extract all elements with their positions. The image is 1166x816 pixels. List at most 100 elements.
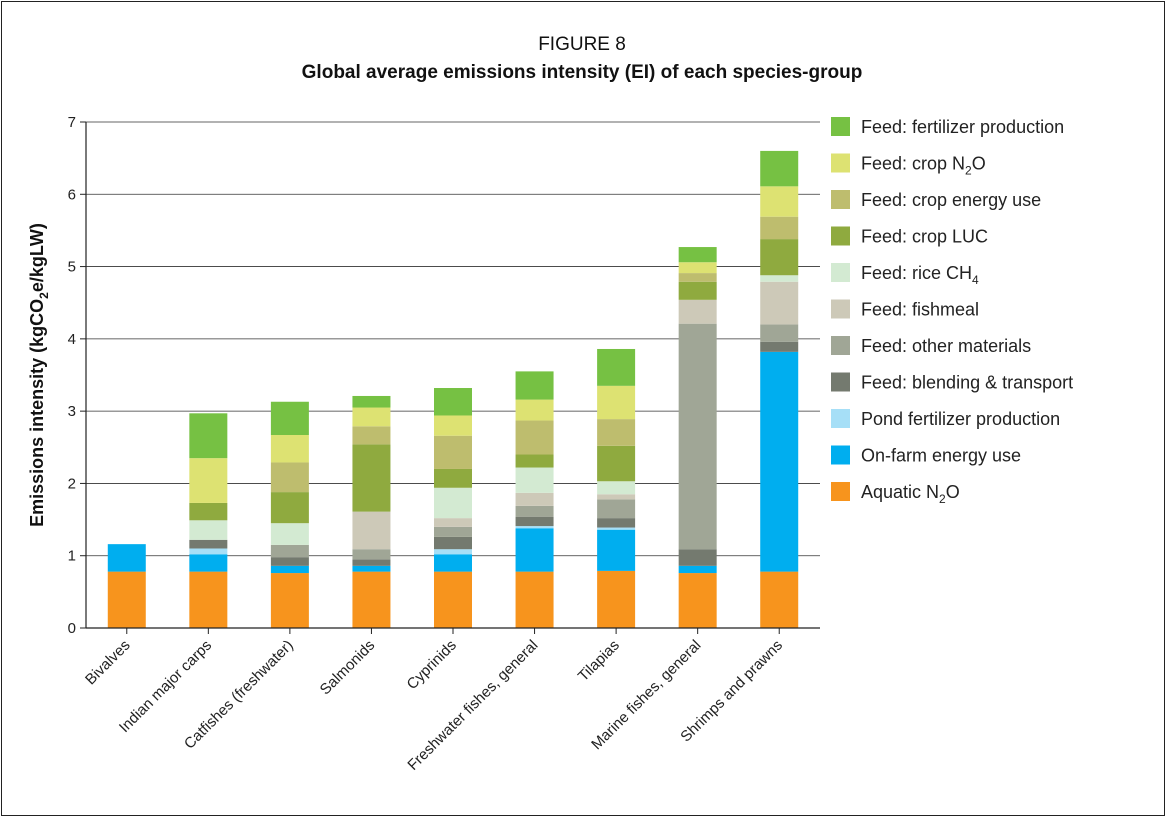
bar-segment	[597, 445, 636, 482]
bar-segment	[678, 273, 717, 282]
bar-segment	[352, 571, 391, 628]
bar-segment	[760, 150, 799, 187]
bar-segment	[352, 511, 391, 550]
bar-segment	[189, 571, 228, 628]
bar-segment	[352, 559, 391, 566]
legend-swatch	[831, 263, 850, 282]
bar-segment	[189, 554, 228, 572]
bar-segment	[352, 565, 391, 572]
y-axis-ticks: 0 1 2 3 4 5 6 7	[68, 114, 86, 637]
legend-label: Pond fertilizer production	[861, 409, 1060, 429]
bar-segment	[189, 548, 228, 555]
legend-swatch	[831, 409, 850, 428]
legend-swatch	[831, 372, 850, 392]
figure-label: FIGURE 8	[538, 34, 626, 55]
legend-label: Feed: rice CH4	[861, 263, 979, 287]
bar-segment	[597, 385, 636, 420]
legend-swatch	[831, 153, 850, 173]
bar-segment	[515, 371, 554, 400]
bar-segment	[434, 388, 472, 416]
bar-segment	[434, 536, 472, 550]
bar-segment	[760, 275, 799, 282]
x-tick-label: Tilapias	[575, 637, 623, 685]
bar-segment	[597, 348, 636, 386]
bar-segment	[434, 526, 472, 537]
bar-segment	[760, 571, 799, 628]
bar-segment	[515, 399, 554, 421]
bar-segment	[189, 458, 228, 503]
bar-segment	[678, 262, 717, 274]
bar-segment	[515, 528, 554, 572]
bar-segment	[352, 395, 391, 408]
bar-segment	[760, 239, 799, 276]
y-tick-label: 4	[68, 331, 76, 348]
bar-segment	[189, 539, 228, 549]
bar-segment	[270, 565, 309, 574]
bar-segment	[270, 434, 309, 463]
bar-segment	[352, 407, 391, 427]
bar-segment	[678, 323, 717, 550]
bar-segment	[189, 502, 228, 521]
legend-label: Feed: crop energy use	[861, 190, 1041, 210]
y-axis-label: Emissions intensity (kgCO2e/kgLW)	[27, 223, 51, 527]
bar-segment	[515, 467, 554, 493]
bar-segment	[678, 565, 717, 574]
legend-label: Feed: crop LUC	[861, 227, 988, 247]
y-tick-label: 5	[68, 259, 76, 276]
y-tick-label: 6	[68, 186, 76, 203]
bar-segment	[352, 549, 391, 560]
bar-segment	[515, 571, 554, 628]
y-tick-label: 7	[68, 114, 76, 131]
y-tick-label: 0	[68, 620, 76, 637]
bars	[107, 150, 799, 628]
legend-label: Aquatic N2O	[861, 482, 960, 506]
x-tick-label: Cyprinids	[404, 637, 460, 693]
chart-title: Global average emissions intensity (EI) …	[302, 62, 863, 83]
bar-segment	[678, 299, 717, 324]
x-tick-label: Bivalves	[82, 637, 134, 689]
bar-segment	[352, 426, 391, 445]
bar-segment	[760, 216, 799, 240]
bar-segment	[515, 505, 554, 517]
y-tick-label: 3	[68, 403, 76, 420]
bar-segment	[515, 454, 554, 468]
legend-label: Feed: other materials	[861, 336, 1031, 356]
bar-segment	[678, 573, 717, 628]
bar-segment	[597, 518, 636, 528]
bar-segment	[760, 281, 799, 325]
bar-segment	[760, 351, 799, 572]
legend-swatch	[831, 190, 850, 209]
bar-segment	[270, 523, 309, 545]
bar-segment	[270, 492, 309, 524]
x-tick-label: Freshwater fishes, general	[404, 637, 541, 774]
bar-segment	[678, 247, 717, 263]
legend-label: Feed: fishmeal	[861, 300, 979, 320]
y-tick-label: 2	[68, 475, 76, 492]
bar-segment	[352, 444, 391, 512]
bar-segment	[597, 499, 636, 519]
bar-segment	[107, 544, 146, 572]
bar-segment	[597, 494, 636, 500]
bar-segment	[597, 527, 636, 530]
bar-segment	[107, 571, 146, 628]
legend-swatch	[831, 336, 850, 355]
legend: Feed: fertilizer production Feed: crop N2…	[831, 117, 1073, 506]
bar-segment	[434, 518, 472, 527]
bar-segment	[434, 468, 472, 488]
bar-segment	[189, 413, 228, 459]
bar-segment	[434, 487, 472, 519]
bar-segment	[270, 462, 309, 493]
bar-segment	[760, 341, 799, 352]
legend-swatch	[831, 445, 850, 465]
bar-segment	[434, 549, 472, 555]
bar-segment	[760, 186, 799, 217]
legend-swatch	[831, 226, 850, 246]
bar-segment	[434, 554, 472, 572]
legend-swatch	[831, 482, 850, 501]
bar-segment	[434, 435, 472, 469]
bar-segment	[270, 573, 309, 628]
legend-label: Feed: blending & transport	[861, 373, 1073, 393]
